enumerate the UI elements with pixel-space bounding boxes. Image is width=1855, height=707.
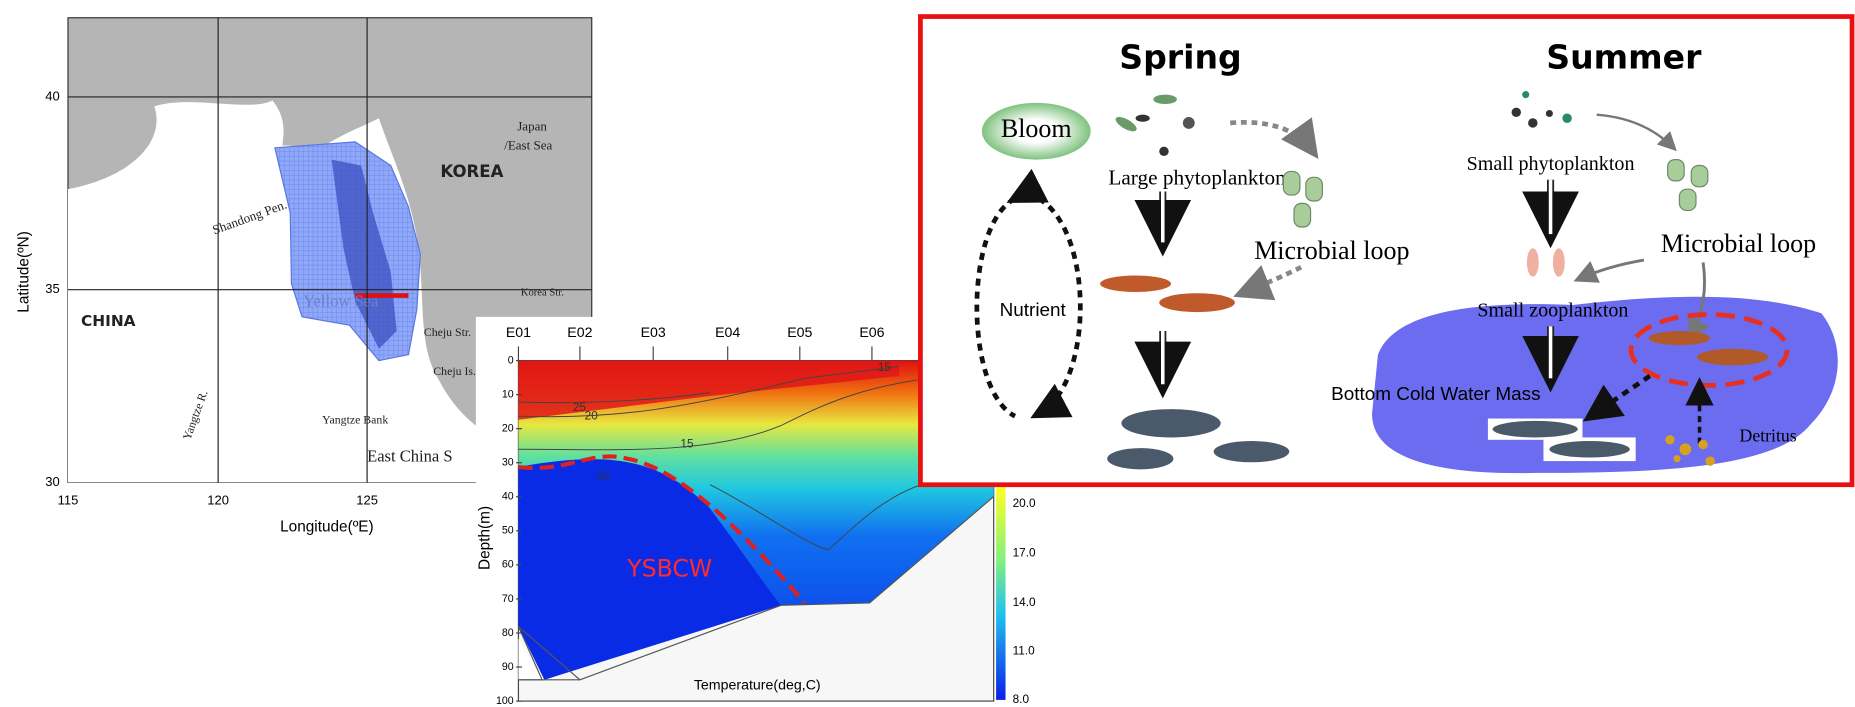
station-label: E06: [859, 325, 884, 341]
y-axis-label: Latitude(ºN): [15, 231, 32, 313]
station-label: E04: [715, 325, 740, 341]
place-label: CHINA: [81, 312, 136, 330]
lon-tick: 120: [207, 493, 229, 508]
food-web: Spring Summer Bloom Large phytoplankton …: [920, 17, 1852, 485]
colorbar-tick: 8.0: [1013, 692, 1030, 706]
colorbar-tick: 14.0: [1013, 595, 1036, 609]
depth-tick: 40: [502, 491, 514, 503]
place-label: /East Sea: [504, 138, 552, 153]
contour-label: 15: [878, 360, 892, 374]
station-label: E01: [506, 325, 531, 341]
node-label: Bottom Cold Water Mass: [1331, 384, 1540, 405]
station-label: E02: [567, 325, 592, 341]
place-label: Cheju Is.: [433, 364, 476, 378]
lat-tick: 40: [45, 88, 59, 103]
depth-tick: 10: [502, 388, 514, 400]
depth-tick: 100: [496, 695, 514, 707]
place-label: KOREA: [440, 162, 503, 181]
node-label: Nutrient: [1000, 300, 1067, 321]
node-label: Small zooplankton: [1477, 300, 1628, 322]
contour-label: 20: [585, 408, 599, 422]
figure: 40 35 30 115 120 125 Longitude(ºE) Latit…: [0, 0, 1855, 707]
page: { "map": { "y_axis_label": "Latitude(ºN)…: [0, 0, 1855, 707]
node-label: Small phytoplankton: [1467, 153, 1635, 175]
x-axis-label: Longitude(ºE): [280, 518, 374, 535]
lat-tick: 30: [45, 474, 59, 489]
depth-tick: 0: [508, 354, 514, 366]
lon-tick: 125: [356, 493, 378, 508]
node-label: Large phytoplankton: [1108, 166, 1286, 190]
colorbar-tick: 11.0: [1013, 644, 1036, 658]
depth-tick: 50: [502, 525, 514, 537]
water-mass-label: YSBCW: [626, 554, 712, 582]
depth-tick: 70: [502, 593, 514, 605]
x-axis-label: Temperature(deg,C): [694, 677, 821, 693]
colorbar-tick: 17.0: [1013, 545, 1036, 559]
lat-tick: 35: [45, 281, 59, 296]
depth-tick: 80: [502, 627, 514, 639]
place-label: East China S: [367, 446, 452, 465]
depth-tick: 90: [502, 661, 514, 673]
station-label: E03: [641, 325, 666, 341]
station-label: E05: [787, 325, 812, 341]
place-label: Korea Str.: [521, 288, 564, 299]
place-label: Yellow Sea: [303, 291, 379, 310]
place-label: Yangtze Bank: [322, 413, 388, 427]
colorbar: [996, 487, 1005, 700]
depth-tick: 60: [502, 559, 514, 571]
lon-tick: 115: [58, 493, 79, 508]
colorbar-tick: 20.0: [1013, 496, 1036, 510]
place-label: Japan: [517, 119, 547, 134]
place-label: Cheju Str.: [424, 325, 471, 339]
contour-label: 10: [596, 469, 610, 483]
node-label: Microbial loop: [1661, 229, 1816, 258]
node-label: Microbial loop: [1254, 236, 1409, 265]
contour-label: 15: [680, 437, 694, 451]
depth-tick: 30: [502, 457, 514, 469]
season-title: Spring: [1119, 38, 1241, 77]
node-label: Detritus: [1740, 426, 1797, 446]
bloom-label: Bloom: [1001, 114, 1072, 143]
depth-tick: 20: [502, 423, 514, 435]
y-axis-label: Depth(m): [476, 506, 493, 570]
season-title: Summer: [1546, 38, 1702, 77]
